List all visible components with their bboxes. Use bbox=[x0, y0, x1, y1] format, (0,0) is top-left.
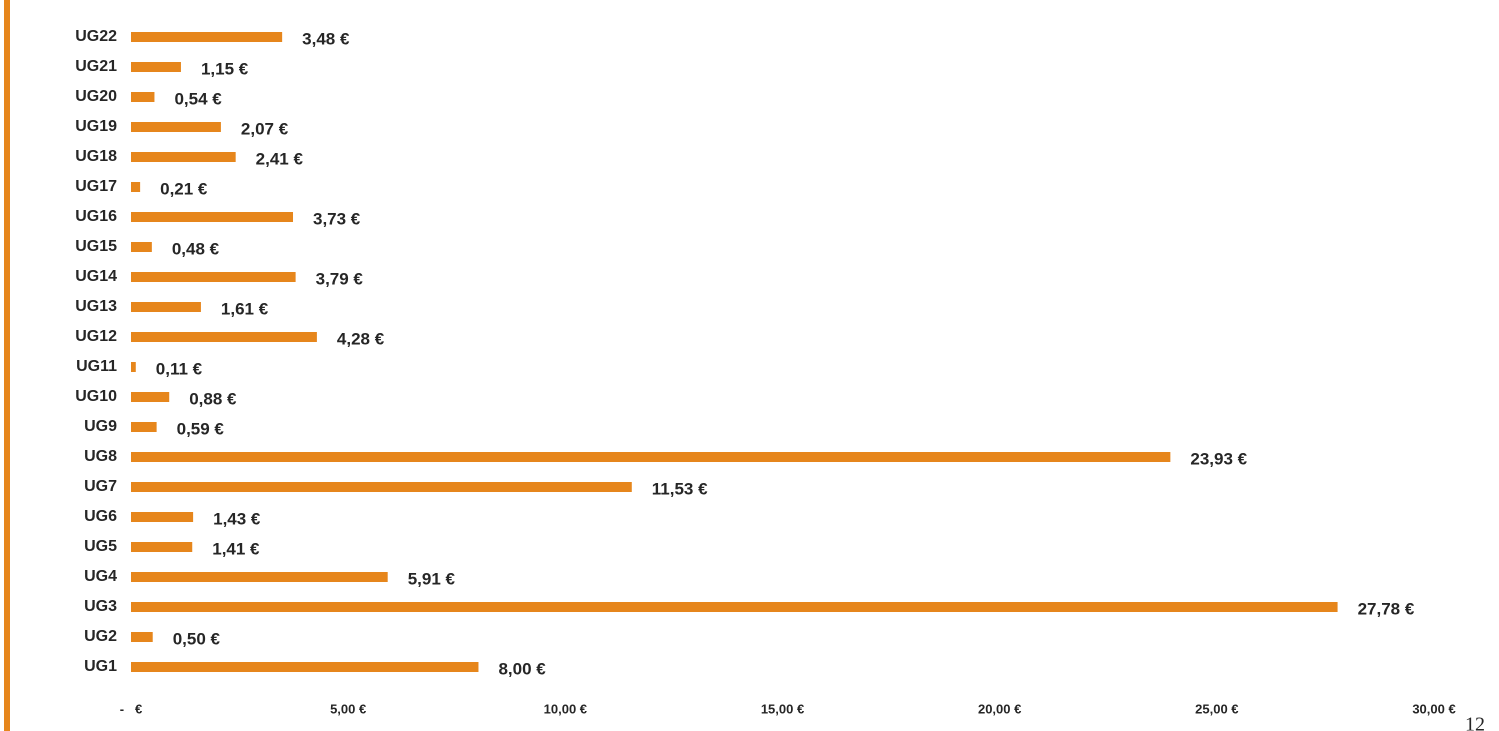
value-label: 8,00 € bbox=[498, 659, 546, 678]
bar bbox=[131, 152, 236, 162]
value-label: 2,07 € bbox=[241, 119, 289, 138]
x-tick-label: 30,00 € bbox=[1412, 701, 1455, 716]
bar bbox=[131, 332, 317, 342]
y-tick-label: UG13 bbox=[75, 298, 117, 315]
bar bbox=[131, 92, 155, 102]
bar bbox=[131, 302, 201, 312]
y-tick-label: UG22 bbox=[75, 28, 117, 45]
bar bbox=[131, 542, 193, 552]
bar bbox=[131, 272, 296, 282]
value-label: 23,93 € bbox=[1190, 449, 1247, 468]
x-tick-label: 15,00 € bbox=[761, 701, 804, 716]
x-tick-label: 10,00 € bbox=[544, 701, 587, 716]
y-tick-label: UG14 bbox=[75, 268, 117, 285]
y-tick-label: UG3 bbox=[84, 598, 117, 615]
y-tick-label: UG16 bbox=[75, 208, 117, 225]
y-tick-label: UG19 bbox=[75, 118, 117, 135]
side-accent bbox=[4, 0, 10, 731]
bar bbox=[131, 212, 294, 222]
x-tick-label: 25,00 € bbox=[1195, 701, 1238, 716]
y-tick-label: UG5 bbox=[84, 538, 117, 555]
y-tick-label: UG1 bbox=[84, 658, 117, 675]
bar bbox=[131, 482, 632, 492]
y-tick-label: UG21 bbox=[75, 58, 117, 75]
x-tick-label: 20,00 € bbox=[978, 701, 1021, 716]
y-tick-label: UG7 bbox=[84, 478, 117, 495]
value-label: 0,54 € bbox=[174, 89, 222, 108]
value-label: 1,41 € bbox=[212, 539, 260, 558]
value-label: 0,11 € bbox=[156, 359, 203, 378]
value-label: 3,73 € bbox=[313, 209, 361, 228]
y-tick-label: UG15 bbox=[75, 238, 117, 255]
value-label: 3,79 € bbox=[316, 269, 364, 288]
value-label: 5,91 € bbox=[408, 569, 456, 588]
page-number: 12 bbox=[1465, 714, 1485, 731]
value-label: 11,53 € bbox=[652, 479, 708, 498]
bar bbox=[131, 62, 181, 72]
value-label: 0,48 € bbox=[172, 239, 220, 258]
bar bbox=[131, 242, 152, 252]
bar bbox=[131, 452, 1171, 462]
y-tick-label: UG2 bbox=[84, 628, 117, 645]
y-tick-label: UG4 bbox=[84, 568, 117, 585]
bar bbox=[131, 392, 170, 402]
bar bbox=[131, 32, 283, 42]
y-tick-label: UG18 bbox=[75, 148, 117, 165]
value-label: 1,15 € bbox=[201, 59, 249, 78]
y-tick-label: UG6 bbox=[84, 508, 117, 525]
y-tick-label: UG9 bbox=[84, 418, 117, 435]
value-label: 0,59 € bbox=[177, 419, 225, 438]
y-tick-label: UG12 bbox=[75, 328, 117, 345]
value-label: 4,28 € bbox=[337, 329, 385, 348]
bar bbox=[131, 662, 479, 672]
x-tick-label: 5,00 € bbox=[330, 701, 366, 716]
value-label: 1,43 € bbox=[213, 509, 261, 528]
value-label: 3,48 € bbox=[302, 29, 350, 48]
value-label: 2,41 € bbox=[256, 149, 304, 168]
y-tick-label: UG17 bbox=[75, 178, 117, 195]
x-tick-label: - € bbox=[120, 701, 142, 716]
y-tick-label: UG10 bbox=[75, 388, 117, 405]
y-tick-label: UG11 bbox=[76, 358, 117, 375]
value-label: 0,50 € bbox=[173, 629, 221, 648]
bar bbox=[131, 182, 141, 192]
bar bbox=[131, 602, 1338, 612]
bar bbox=[131, 422, 157, 432]
y-tick-label: UG20 bbox=[75, 88, 117, 105]
bar bbox=[131, 572, 388, 582]
bar bbox=[131, 362, 136, 372]
bar bbox=[131, 632, 153, 642]
bar bbox=[131, 512, 194, 522]
value-label: 0,21 € bbox=[160, 179, 208, 198]
y-tick-label: UG8 bbox=[84, 448, 117, 465]
bar bbox=[131, 122, 221, 132]
value-label: 27,78 € bbox=[1358, 599, 1415, 618]
value-label: 0,88 € bbox=[189, 389, 237, 408]
value-label: 1,61 € bbox=[221, 299, 269, 318]
